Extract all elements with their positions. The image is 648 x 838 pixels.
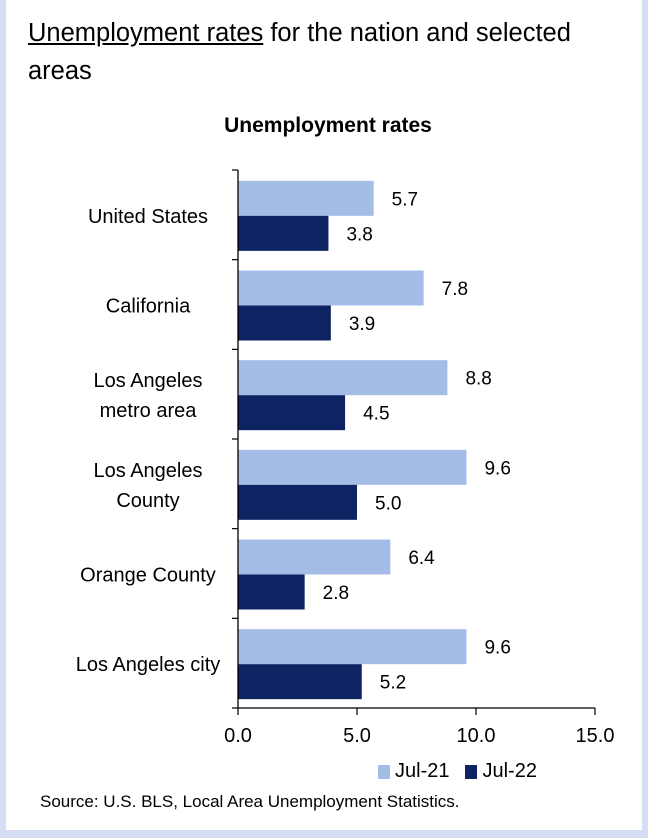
x-tick-label: 5.0: [343, 725, 371, 747]
data-label: 5.2: [380, 673, 406, 694]
data-label: 9.6: [484, 638, 510, 659]
bar: [238, 270, 424, 306]
bar: [238, 484, 357, 520]
data-label: 7.8: [442, 279, 468, 300]
legend-item-jul21: Jul-21: [378, 760, 449, 783]
bar: [238, 664, 362, 700]
x-tick-label: 10.0: [457, 725, 496, 747]
legend-swatch-jul21: [378, 764, 390, 779]
chart-title: Unemployment rates: [224, 114, 432, 137]
legend-label-jul21: Jul-21: [395, 760, 450, 782]
bar: [238, 449, 467, 485]
data-label: 2.8: [323, 583, 349, 604]
bar: [238, 574, 305, 610]
legend-item-jul22: Jul-22: [465, 760, 537, 783]
figure-heading: Unemployment rates for the nation and se…: [28, 14, 628, 90]
bar: [238, 629, 467, 665]
bar: [238, 360, 448, 396]
data-label: 8.8: [465, 369, 491, 390]
category-label: Los Angeles: [94, 460, 203, 482]
category-label: United States: [88, 206, 208, 228]
category-label: Los Angeles: [94, 370, 203, 392]
bar: [238, 180, 374, 216]
data-label: 5.0: [375, 493, 401, 514]
x-tick-label: 15.0: [576, 725, 615, 747]
data-label: 3.8: [346, 224, 372, 245]
bar: [238, 305, 331, 341]
category-label: California: [106, 296, 191, 318]
source-note: Source: U.S. BLS, Local Area Unemploymen…: [40, 792, 460, 811]
bar: [238, 539, 391, 575]
data-label: 3.9: [349, 314, 375, 335]
heading-link[interactable]: Unemployment rates: [28, 19, 264, 47]
data-label: 5.7: [392, 189, 418, 210]
data-label: 9.6: [484, 458, 510, 479]
category-label: metro area: [100, 400, 198, 422]
category-label: Los Angeles city: [76, 654, 221, 676]
bar: [238, 395, 346, 431]
heading-text: for the nation and selected areas: [28, 19, 571, 85]
legend: Jul-21 Jul-22: [378, 760, 553, 783]
category-label: County: [116, 490, 179, 512]
bar: [238, 215, 329, 251]
legend-label-jul22: Jul-22: [482, 760, 537, 782]
category-label: Orange County: [80, 565, 216, 587]
data-label: 6.4: [408, 548, 435, 569]
x-tick-label: 0.0: [224, 725, 252, 747]
legend-swatch-jul22: [465, 764, 478, 779]
data-label: 4.5: [363, 404, 389, 425]
